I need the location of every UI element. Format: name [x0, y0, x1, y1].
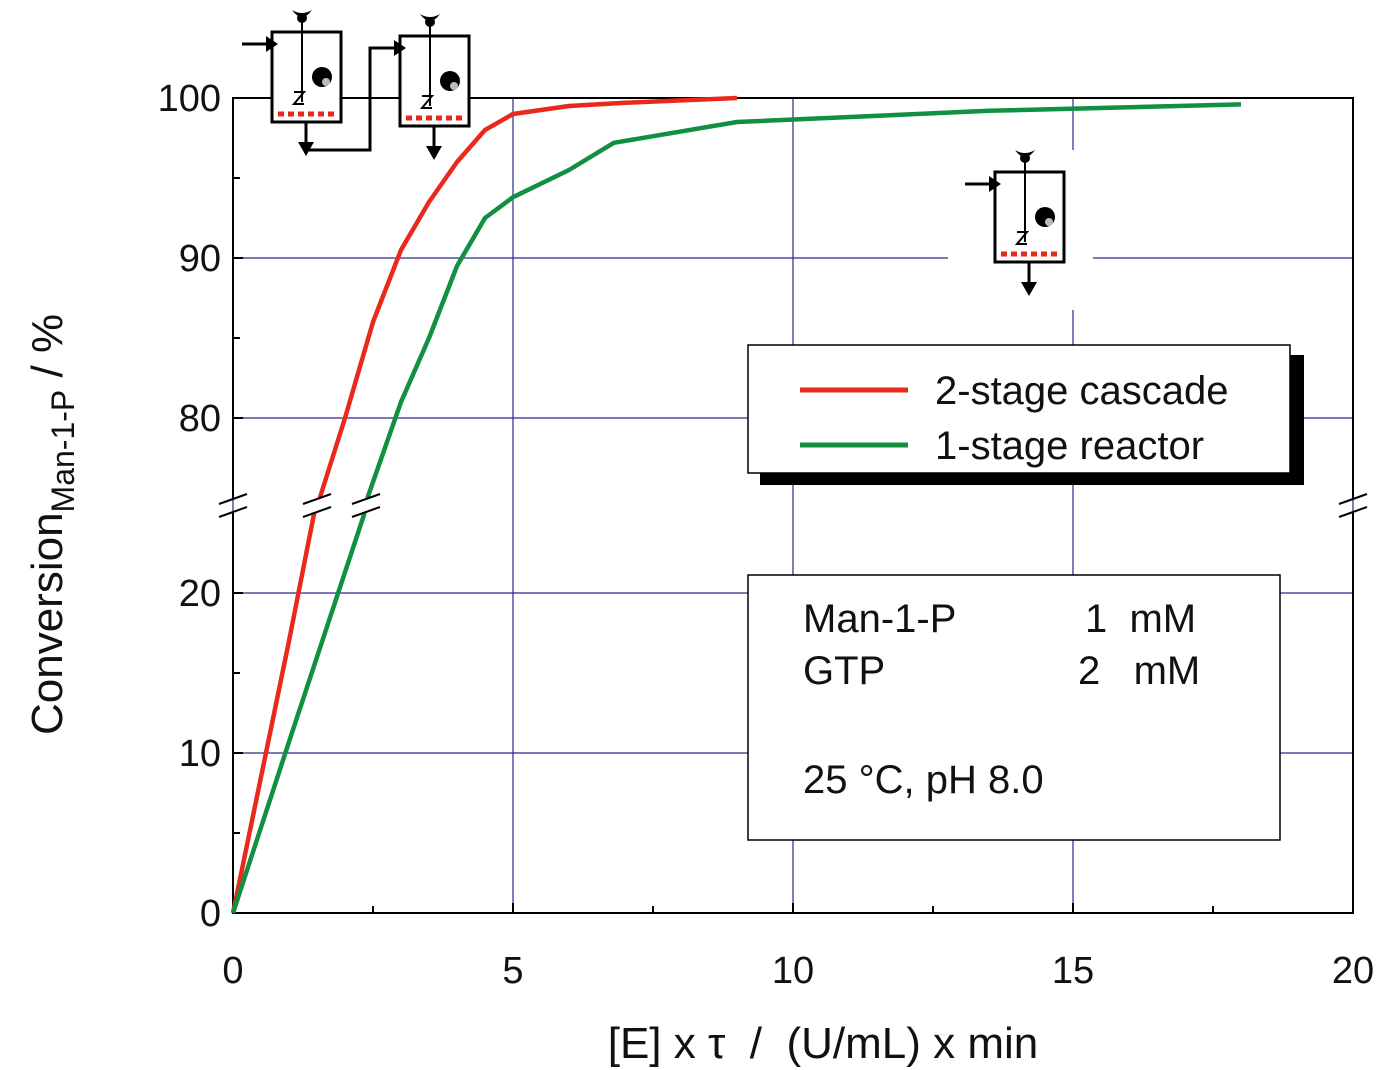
condition-note: 25 °C, pH 8.0: [803, 758, 1044, 802]
axis-break: [302, 493, 332, 505]
axis-break: [351, 506, 381, 518]
plot-area: 0 5 10 15 20 0 10 20 80 90 100: [158, 78, 1375, 992]
legend-label: 2-stage cascade: [935, 369, 1229, 413]
x-axis-label: [E] x τ / (U/mL) x min: [608, 1019, 1039, 1068]
axis-break: [1338, 506, 1368, 518]
connector: [304, 46, 390, 152]
x-tick-label: 15: [1052, 950, 1094, 992]
info-box: [747, 574, 1281, 841]
y-axis-label: ConversionMan-1-P / %: [23, 314, 81, 735]
axis-break: [218, 493, 248, 505]
axis-break: [1338, 493, 1368, 505]
y-tick-label: 80: [179, 398, 221, 440]
series-line: [230, 95, 738, 914]
condition-name: Man-1-P: [803, 597, 956, 641]
x-tick-label: 10: [772, 950, 814, 992]
axis-break: [218, 506, 248, 518]
y-label-sub: Man-1-P: [45, 390, 81, 513]
condition-name: GTP: [803, 649, 885, 693]
axis-break: [302, 506, 332, 518]
x-tick-label: 5: [502, 950, 523, 992]
y-label-main: Conversion: [23, 512, 72, 735]
x-tick-label: 0: [222, 950, 243, 992]
y-label-unit: / %: [23, 314, 72, 390]
condition-value: 2 mM: [1078, 649, 1200, 693]
legend: [747, 344, 1304, 485]
y-tick-label: 0: [200, 893, 221, 935]
y-tick-label: 10: [179, 733, 221, 775]
y-tick-label: 20: [179, 573, 221, 615]
axis-break: [351, 493, 381, 505]
axis-frame: [232, 97, 1354, 914]
condition-value: 1 mM: [1085, 597, 1196, 641]
legend-box: [747, 344, 1291, 474]
y-tick-label: 100: [158, 78, 221, 120]
reactor-icon: [370, 14, 469, 160]
x-tick-label: 20: [1332, 950, 1374, 992]
reactor-icon: [242, 10, 341, 156]
y-tick-label: 90: [179, 238, 221, 280]
series-line: [230, 102, 1242, 914]
legend-label: 1-stage reactor: [935, 424, 1204, 468]
